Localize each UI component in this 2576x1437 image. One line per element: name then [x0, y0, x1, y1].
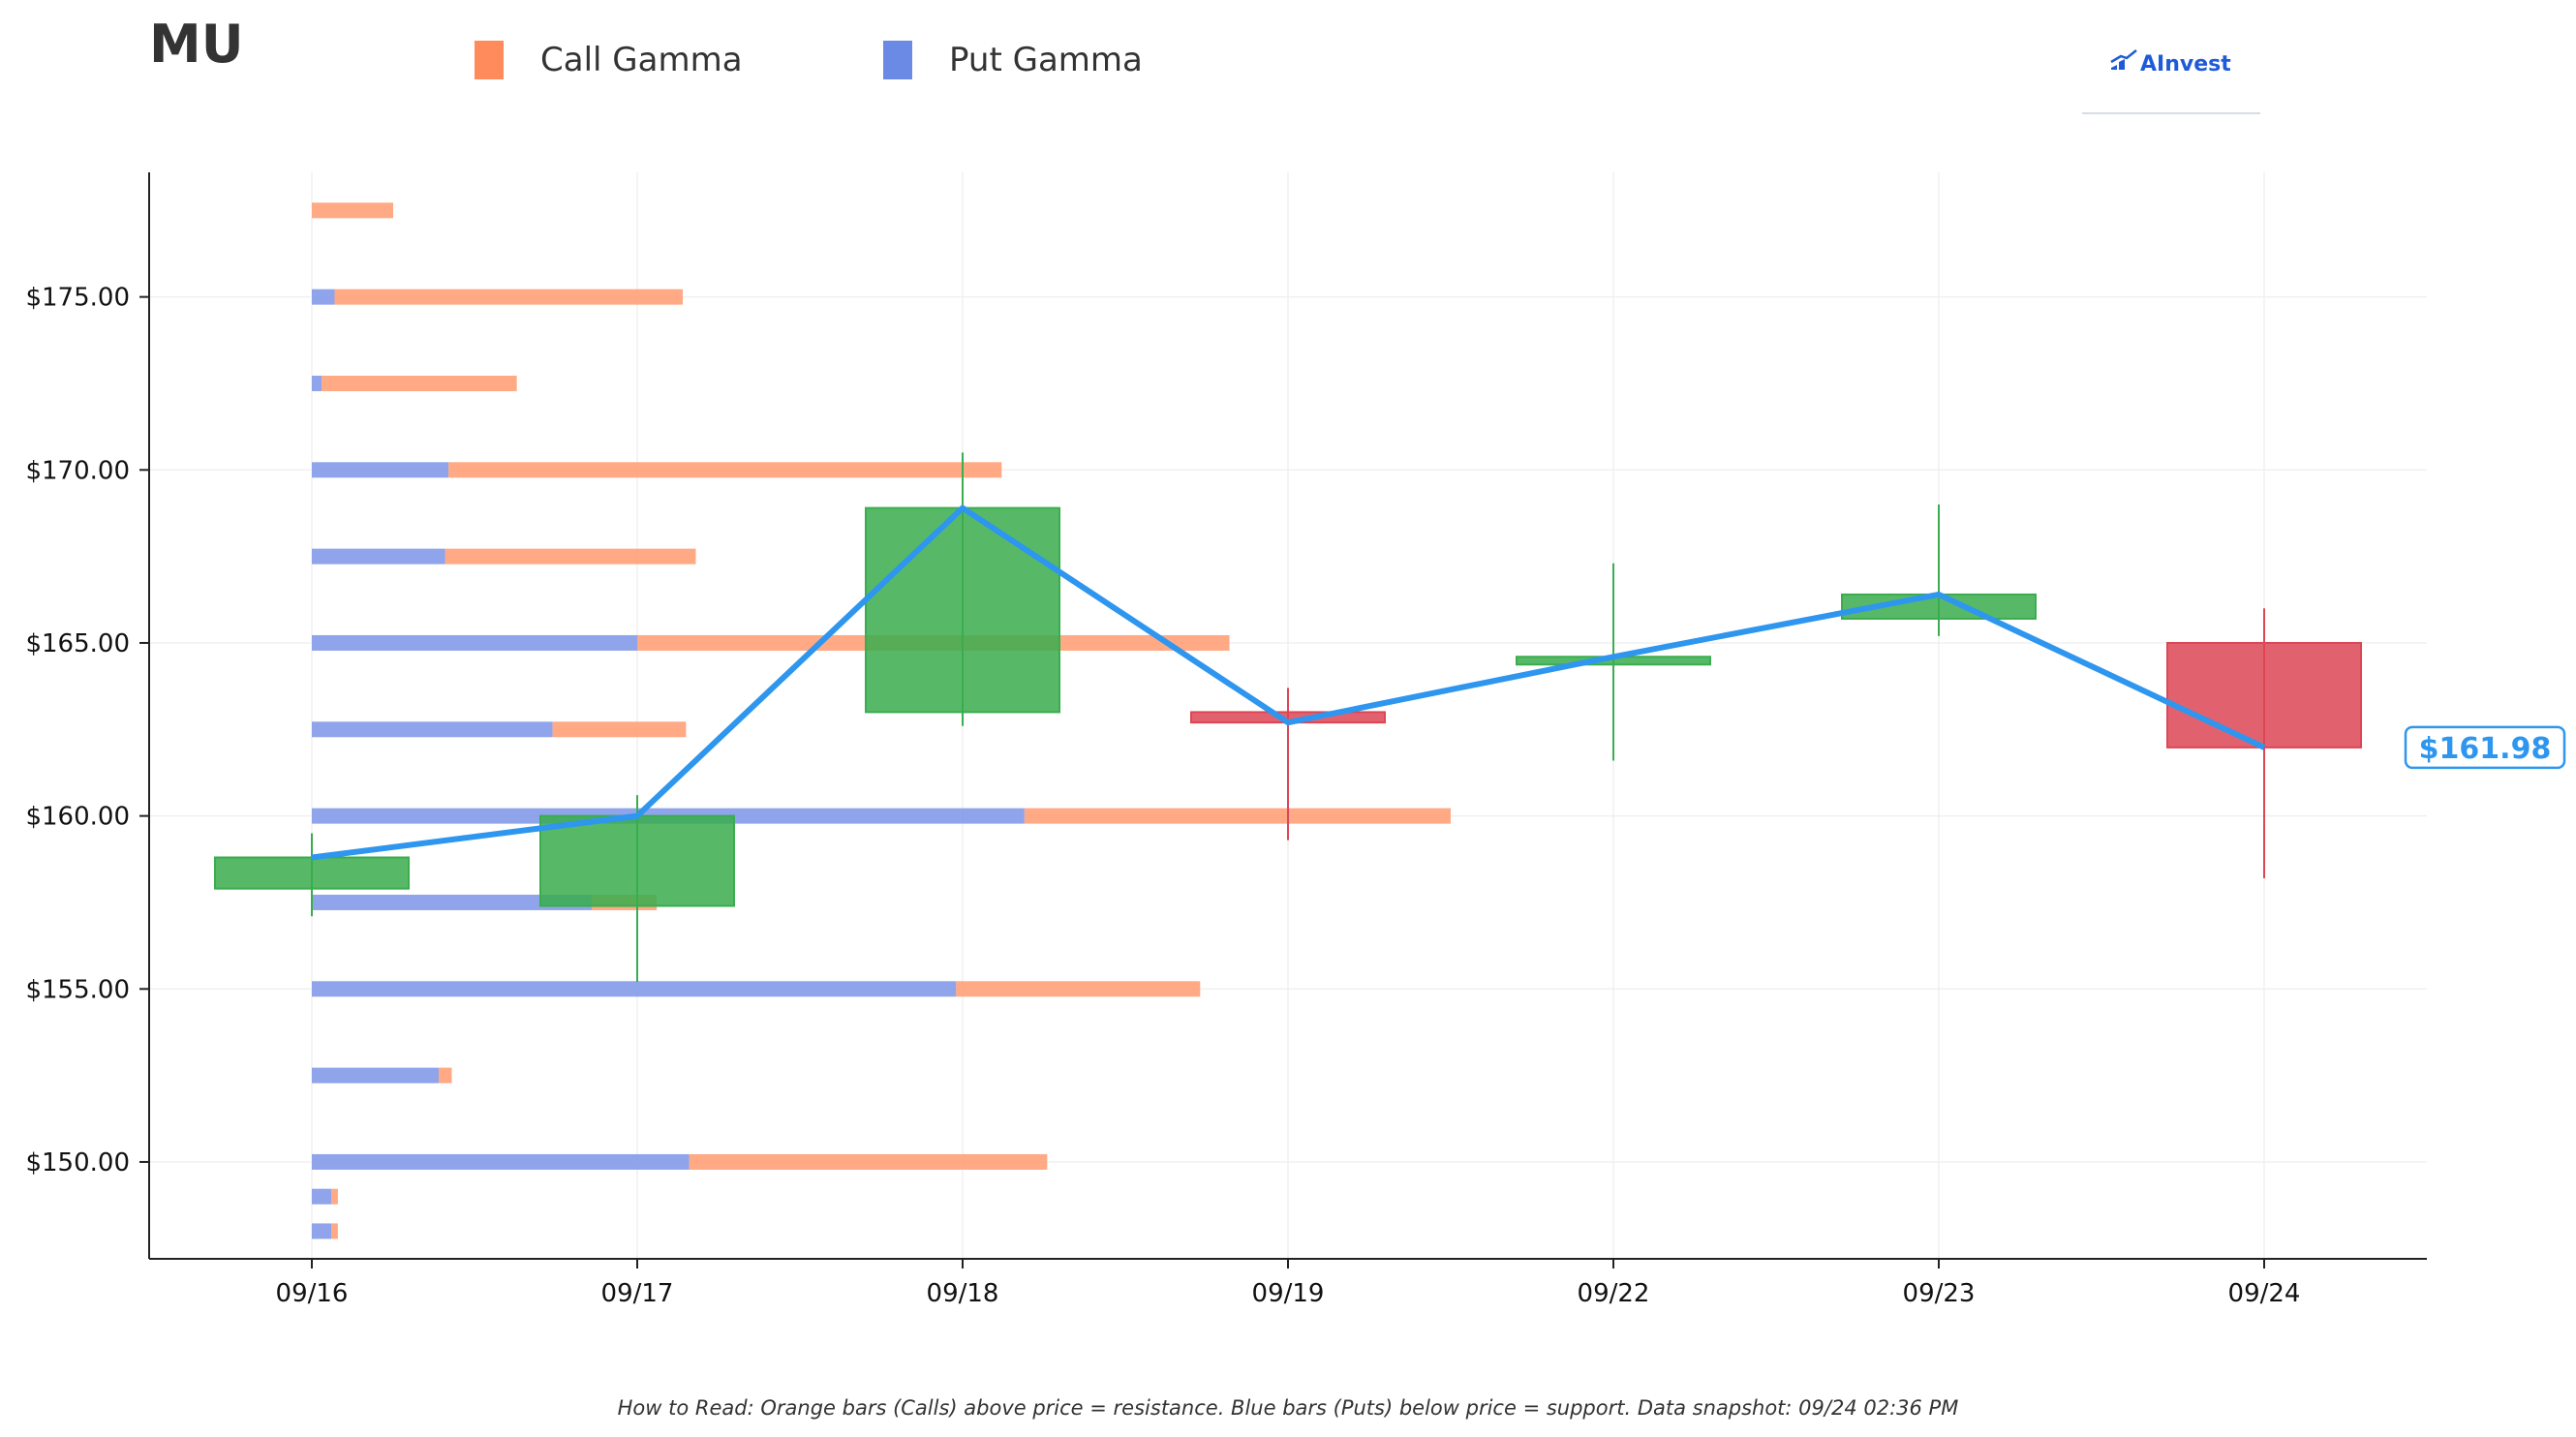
x-tick-label: 09/17	[601, 1279, 674, 1308]
put-gamma-bar	[312, 289, 335, 305]
legend-call-swatch	[475, 41, 504, 79]
brand-logo[interactable]: AInvest	[2082, 35, 2260, 114]
y-tick-label: $175.00	[25, 284, 130, 313]
y-tick-label: $160.00	[25, 803, 130, 832]
y-tick-label: $165.00	[25, 629, 130, 658]
y-tick-label: $170.00	[25, 456, 130, 485]
x-tick-label: 09/18	[927, 1279, 999, 1308]
close-price-line	[311, 504, 2266, 861]
ticker-title: MU	[149, 14, 244, 75]
put-gamma-bar	[312, 375, 322, 391]
candle-body	[539, 814, 735, 907]
legend-call-label: Call Gamma	[540, 41, 743, 79]
x-tick-label: 09/24	[2228, 1279, 2301, 1308]
how-to-read-footnote: How to Read: Orange bars (Calls) above p…	[617, 1396, 1959, 1420]
put-gamma-bar	[312, 981, 957, 997]
candle-body	[2166, 641, 2362, 749]
y-tick-label: $150.00	[25, 1148, 130, 1177]
put-gamma-bar	[312, 462, 449, 478]
last-price-label: $161.98	[2419, 732, 2552, 766]
y-tick-label: $155.00	[25, 975, 130, 1004]
put-gamma-bar	[312, 721, 553, 738]
last-price-badge	[2404, 725, 2566, 770]
x-tick-label: 09/16	[276, 1279, 349, 1308]
candle-body	[214, 856, 410, 890]
call-gamma-bar	[312, 202, 393, 219]
legend-put-swatch	[883, 41, 912, 79]
put-gamma-bar	[312, 1188, 332, 1205]
call-gamma-bar	[322, 375, 517, 391]
put-gamma-bar	[312, 634, 637, 651]
x-tick-label: 09/19	[1252, 1279, 1325, 1308]
x-tick-label: 09/23	[1903, 1279, 1976, 1308]
put-gamma-bar	[312, 1153, 690, 1170]
put-gamma-bar	[312, 548, 445, 565]
call-gamma-bar	[689, 1153, 1048, 1170]
call-gamma-bar	[331, 1188, 338, 1205]
brand-name: AInvest	[2140, 52, 2231, 76]
call-gamma-bar	[439, 1067, 452, 1084]
call-gamma-bar	[331, 1223, 338, 1239]
brand-chart-icon	[2110, 49, 2137, 70]
put-gamma-bar	[312, 1067, 440, 1084]
candle-body	[865, 506, 1060, 714]
put-gamma-bar	[312, 894, 592, 910]
call-gamma-bar	[552, 721, 687, 738]
call-gamma-bar	[448, 462, 1002, 478]
call-gamma-bar	[334, 289, 684, 305]
legend-put-label: Put Gamma	[949, 41, 1143, 79]
call-gamma-bar	[956, 981, 1201, 997]
legend-put-gamma: Put Gamma	[883, 39, 1143, 81]
legend-call-gamma: Call Gamma	[475, 39, 743, 81]
call-gamma-bar	[1024, 808, 1451, 824]
put-gamma-bar	[312, 1223, 332, 1239]
call-gamma-bar	[445, 548, 696, 565]
x-tick-label: 09/22	[1578, 1279, 1650, 1308]
